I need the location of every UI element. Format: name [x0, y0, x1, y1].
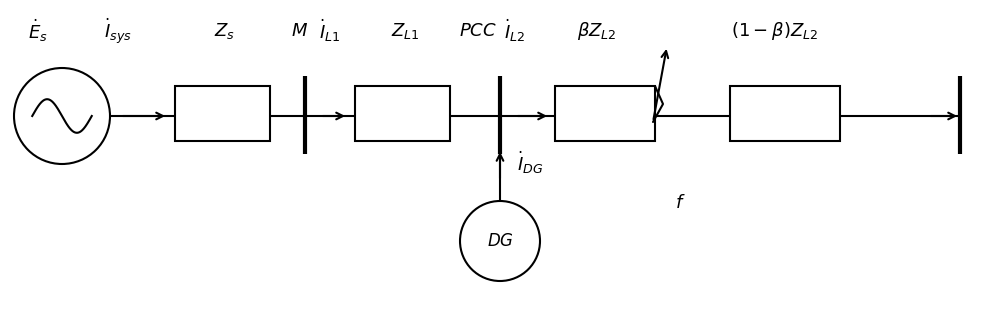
Bar [730, 86, 840, 141]
Text: $\dot{E}_s$: $\dot{E}_s$ [28, 18, 48, 44]
Text: $Z_{L1}$: $Z_{L1}$ [391, 21, 419, 41]
Text: $\beta Z_{L2}$: $\beta Z_{L2}$ [577, 20, 617, 42]
Bar [555, 86, 655, 141]
Text: $f$: $f$ [675, 194, 685, 212]
Text: $M$: $M$ [291, 22, 309, 40]
Text: $Z_s$: $Z_s$ [214, 21, 236, 41]
Text: $\dot{I}_{L2}$: $\dot{I}_{L2}$ [504, 18, 526, 44]
Circle shape [460, 201, 540, 281]
Text: $\dot{I}_{sys}$: $\dot{I}_{sys}$ [104, 16, 132, 46]
Text: $\dot{I}_{L1}$: $\dot{I}_{L1}$ [319, 18, 341, 44]
Circle shape [14, 68, 110, 164]
Text: $\dot{I}_{DG}$: $\dot{I}_{DG}$ [517, 150, 543, 176]
Bar [175, 86, 270, 141]
Bar [355, 86, 450, 141]
Text: $DG$: $DG$ [487, 233, 513, 249]
Text: $(1-\beta)Z_{L2}$: $(1-\beta)Z_{L2}$ [731, 20, 819, 42]
Text: $PCC$: $PCC$ [459, 22, 497, 40]
